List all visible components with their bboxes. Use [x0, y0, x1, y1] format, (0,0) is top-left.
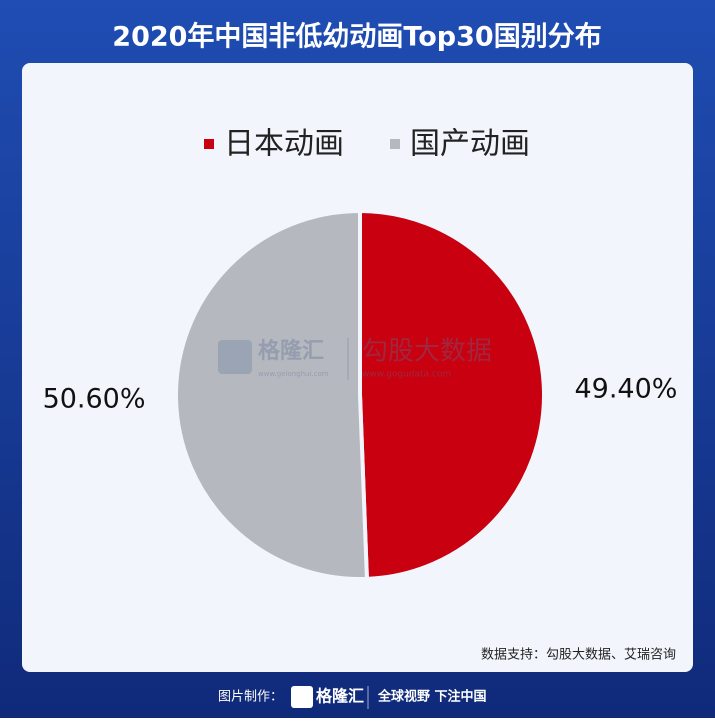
legend-swatch: [390, 139, 400, 149]
watermark: 格隆汇 www.gelonghui.com 勾股大数据 www.gogudata…: [218, 337, 492, 380]
footer-brand: 格隆汇: [316, 687, 364, 706]
watermark-url: www.gogudata.com: [362, 370, 451, 380]
watermark-brand: 格隆汇: [258, 338, 324, 364]
legend-swatch: [204, 139, 214, 149]
legend-label: 日本动画: [224, 127, 344, 162]
footer-logo: [291, 686, 313, 708]
data-label: 50.60%: [43, 384, 146, 415]
watermark-partner: 勾股大数据: [362, 337, 492, 367]
footer-slogan: 全球视野 下注中国: [377, 689, 487, 705]
watermark-url: www.gelonghui.com: [258, 370, 329, 378]
watermark-logo: [218, 340, 252, 374]
plot: 日本动画 国产动画 49.40% 50.60%: [43, 127, 677, 581]
pie-slice: [174, 208, 370, 581]
chart-title: 2020年中国非低幼动画Top30国别分布: [112, 21, 601, 53]
pie-slice: [358, 208, 546, 581]
source-note: 数据支持：勾股大数据、艾瑞咨询: [481, 648, 676, 663]
data-label: 49.40%: [574, 373, 677, 404]
legend-label: 国产动画: [410, 127, 530, 162]
footer-label: 图片制作：: [218, 690, 283, 705]
